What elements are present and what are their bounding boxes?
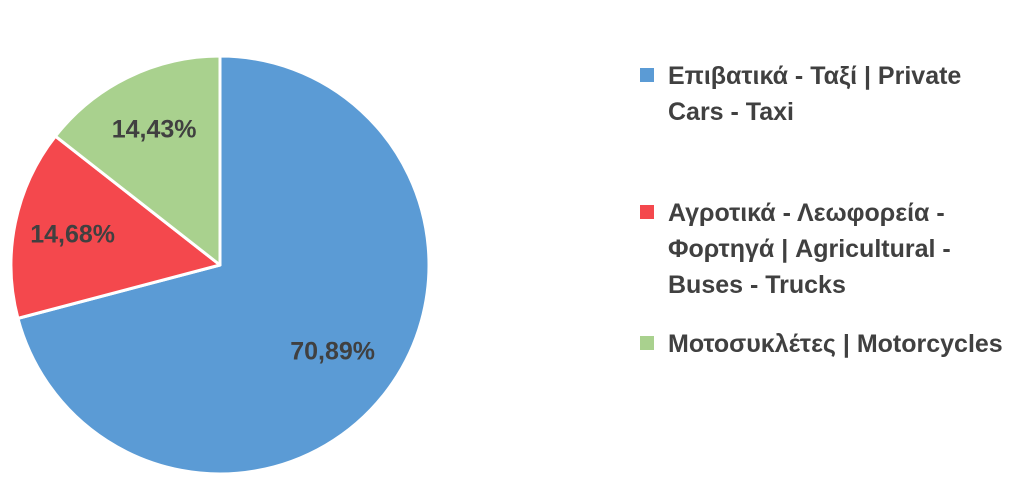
pie-label-private-cars: 70,89% (290, 338, 375, 366)
pie-chart: 70,89% 14,68% 14,43% (9, 54, 431, 476)
pie-slice-motorcycles (53, 54, 222, 267)
legend-swatch-agricultural-buses-trucks (640, 205, 654, 219)
legend-label-agricultural-buses-trucks: Αγροτικά - Λεωφορεία - Φορτηγά | Agricul… (668, 199, 951, 299)
pie-label-motorcycles: 14,43% (112, 116, 197, 144)
legend-swatch-private-cars (640, 68, 654, 82)
legend-label-motorcycles: Μοτοσυκλέτες | Motorcycles (668, 330, 1003, 358)
legend-swatch-motorcycles (640, 336, 654, 350)
legend-label-private-cars: Επιβατικά - Ταξί | Private Cars - Taxi (668, 62, 962, 126)
pie-label-agricultural-buses-trucks: 14,68% (30, 221, 115, 249)
pie-slice-private-cars (16, 54, 431, 476)
pie-slice-agricultural-buses-trucks (9, 134, 222, 320)
